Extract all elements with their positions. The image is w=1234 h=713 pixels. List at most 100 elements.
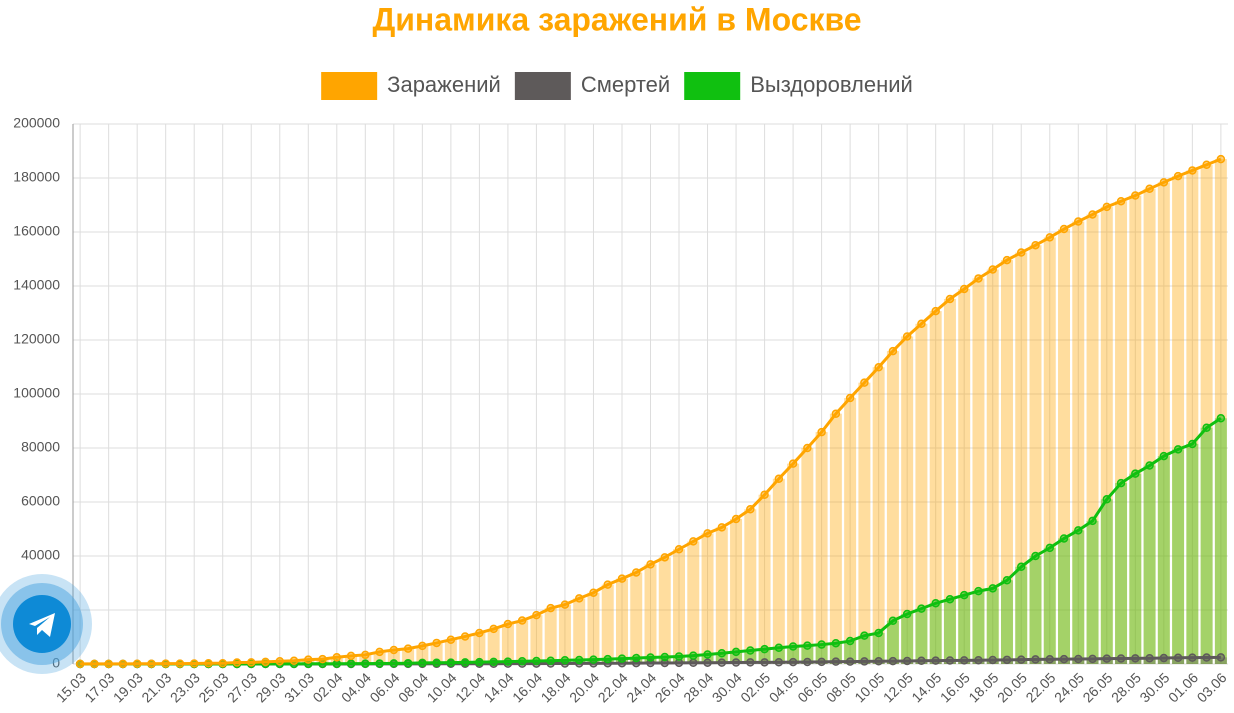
point xyxy=(902,656,912,666)
x-tick-label: 18.05 xyxy=(965,669,1001,705)
point xyxy=(560,655,570,665)
point xyxy=(489,624,498,634)
point xyxy=(161,659,170,668)
bar xyxy=(844,641,857,664)
point xyxy=(902,332,912,341)
x-tick-label: 12.04 xyxy=(452,669,488,705)
point xyxy=(1074,526,1083,535)
point xyxy=(931,656,940,665)
x-tick-label: 14.05 xyxy=(908,669,944,705)
x-tick-label: 23.03 xyxy=(167,669,203,705)
y-tick-label: 200000 xyxy=(13,115,60,131)
point xyxy=(1102,202,1112,212)
telegram-button[interactable] xyxy=(0,574,92,674)
x-tick-label: 26.04 xyxy=(652,669,688,705)
bar xyxy=(1157,182,1170,664)
point xyxy=(1045,233,1055,242)
point xyxy=(760,658,769,667)
bar xyxy=(402,648,415,664)
point xyxy=(1116,654,1126,663)
x-tick-label: 19.03 xyxy=(110,669,146,705)
point xyxy=(1031,655,1040,664)
point xyxy=(874,363,883,372)
point xyxy=(617,654,627,663)
bar xyxy=(986,588,999,664)
point xyxy=(1059,534,1069,543)
point xyxy=(574,655,584,665)
x-tick-label: 02.04 xyxy=(309,669,345,705)
point xyxy=(304,655,313,664)
bar xyxy=(1100,499,1113,664)
point xyxy=(817,427,826,437)
point xyxy=(988,655,997,665)
point xyxy=(1116,196,1126,206)
point xyxy=(289,656,299,666)
chart-title: Динамика заражений в Москве xyxy=(372,1,861,37)
point xyxy=(831,657,841,666)
point xyxy=(1074,217,1083,226)
bar xyxy=(772,478,785,664)
bar xyxy=(815,644,828,664)
bar xyxy=(901,614,914,664)
point xyxy=(389,645,399,655)
bar xyxy=(958,288,971,664)
point xyxy=(532,656,541,666)
bar xyxy=(1072,530,1085,664)
point xyxy=(1159,451,1169,461)
x-tick-label: 21.03 xyxy=(138,669,174,705)
point xyxy=(346,651,356,661)
point xyxy=(803,641,812,650)
point xyxy=(717,523,727,532)
point xyxy=(617,574,627,583)
point xyxy=(945,294,955,304)
bar xyxy=(801,448,814,664)
point xyxy=(774,643,784,653)
legend-swatch xyxy=(684,72,741,100)
x-tick-label: 30.05 xyxy=(1136,669,1172,705)
bar xyxy=(630,572,643,664)
bar xyxy=(929,311,942,664)
point xyxy=(275,657,285,666)
point xyxy=(717,648,727,658)
point xyxy=(432,638,441,648)
point xyxy=(403,644,413,653)
x-tick-label: 08.04 xyxy=(395,669,431,705)
x-tick-label: 17.03 xyxy=(81,669,117,705)
point xyxy=(132,659,142,669)
bar xyxy=(1029,245,1042,665)
bar xyxy=(958,595,971,664)
point xyxy=(646,560,655,569)
x-tick-label: 03.06 xyxy=(1194,669,1230,705)
point xyxy=(175,659,185,668)
legend-swatch xyxy=(514,72,571,100)
point xyxy=(788,657,798,667)
point xyxy=(475,657,484,667)
bar xyxy=(730,519,743,664)
bar xyxy=(829,643,842,664)
point xyxy=(375,647,384,657)
point xyxy=(517,616,527,625)
x-tick-label: 26.05 xyxy=(1079,669,1115,705)
point xyxy=(118,659,128,669)
point xyxy=(503,619,513,629)
point xyxy=(731,658,741,667)
point xyxy=(1216,653,1226,662)
point xyxy=(1116,478,1126,488)
bar xyxy=(915,323,928,664)
bar xyxy=(829,413,842,664)
bar xyxy=(444,639,457,664)
point xyxy=(860,631,869,640)
point xyxy=(489,657,498,667)
point xyxy=(988,265,997,274)
point xyxy=(104,659,113,669)
bar xyxy=(1214,159,1227,664)
x-tick-label: 18.04 xyxy=(538,669,574,705)
point xyxy=(1031,551,1040,561)
bar xyxy=(1015,566,1028,664)
point xyxy=(1088,516,1097,526)
point xyxy=(1102,654,1112,663)
bar xyxy=(1200,164,1213,664)
point xyxy=(147,659,156,668)
point xyxy=(1016,562,1026,572)
